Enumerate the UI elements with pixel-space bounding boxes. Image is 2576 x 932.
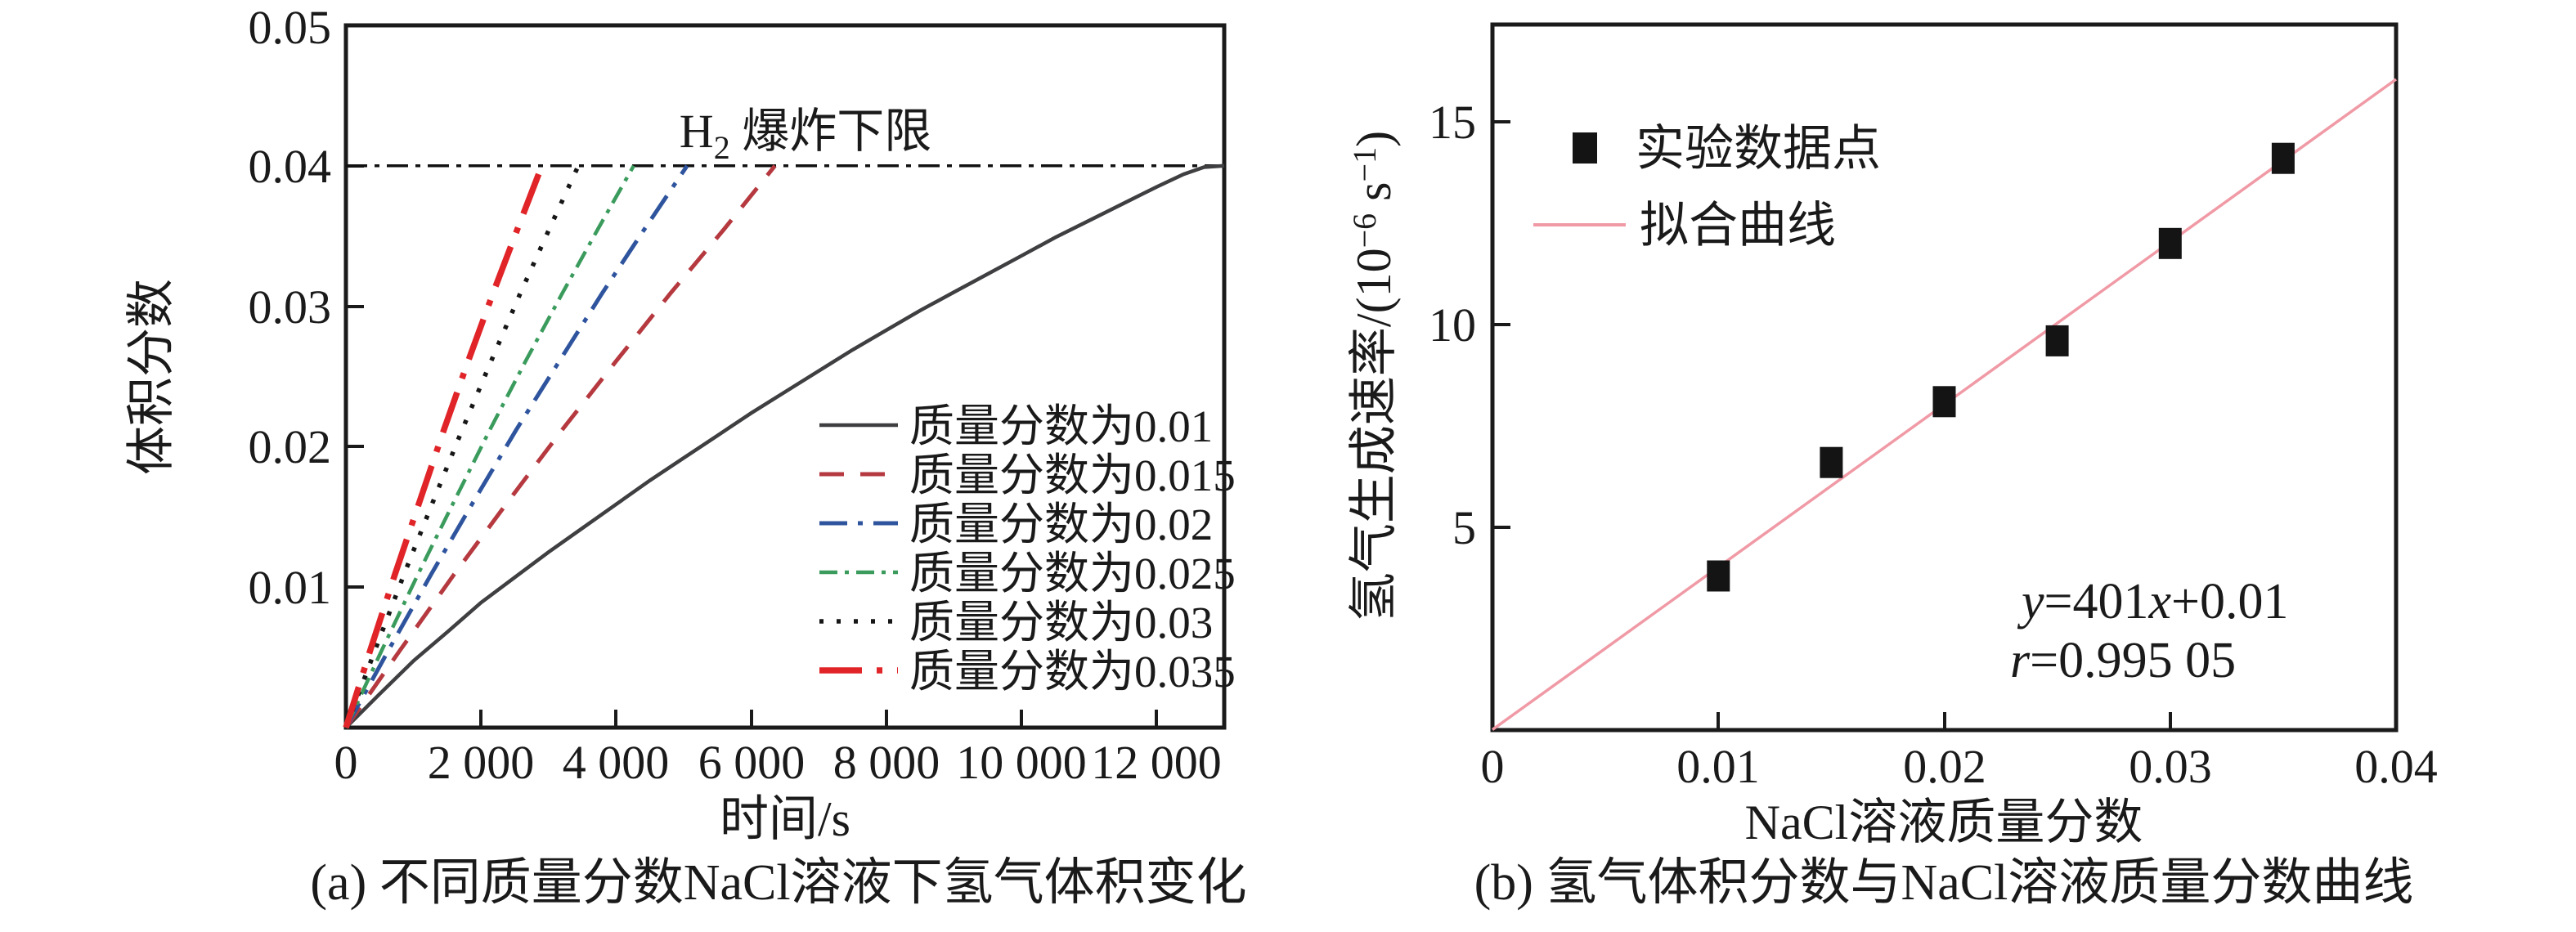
legend-label: 质量分数为0.03 xyxy=(909,598,1213,647)
panel-a-ylabel: 体积分数 xyxy=(124,279,178,475)
panel-b-caption: (b) 氢气体积分数与NaCl溶液质量分数曲线 xyxy=(1474,855,2414,911)
data-point-marker xyxy=(2045,325,2069,356)
legend-point-marker xyxy=(1573,132,1597,164)
data-point-marker xyxy=(2271,142,2295,174)
legend-label: 质量分数为0.035 xyxy=(909,647,1236,697)
fit-r-value: r=0.995 05 xyxy=(2010,633,2236,688)
legend-label: 拟合曲线 xyxy=(1640,199,1836,253)
tick-label: 0.04 xyxy=(2354,740,2438,793)
curve-质量分数为0.02 xyxy=(343,164,689,729)
panel-b: 0 0.01 0.02 0.03 0.04 5 10 15 NaCl溶液质量分数… xyxy=(1346,22,2438,911)
curve-质量分数为0.01 xyxy=(344,164,1225,729)
panel-b-y-tick-labels: 5 10 15 xyxy=(1429,96,1476,554)
panel-b-x-ticks xyxy=(1717,712,2172,730)
tick-label: 0.02 xyxy=(1903,740,1986,793)
panel-b-xlabel: NaCl溶液质量分数 xyxy=(1745,795,2143,849)
tick-label: 0.01 xyxy=(249,561,332,614)
panel-a-caption: (a) 不同质量分数NaCl溶液下氢气体积变化 xyxy=(310,855,1246,911)
tick-label: 12 000 xyxy=(1091,736,1222,789)
tick-label: 10 000 xyxy=(956,736,1087,789)
tick-label: 0.03 xyxy=(2129,740,2212,793)
curve-质量分数为0.025 xyxy=(343,164,635,728)
data-point-marker xyxy=(1932,386,1956,418)
panel-a-series xyxy=(343,164,1225,729)
tick-label: 4 000 xyxy=(563,736,670,789)
panel-a-legend: 质量分数为0.01 质量分数为0.015 质量分数为0.02 质量分数为0.02… xyxy=(819,401,1236,697)
tick-label: 0 xyxy=(334,736,358,789)
panel-b-ylabel: 氢气生成速率/(10−6 s−1) xyxy=(1346,131,1401,621)
tick-label: 2 000 xyxy=(428,736,535,789)
legend-label: 质量分数为0.01 xyxy=(909,401,1213,451)
panel-a-frame xyxy=(343,23,1227,730)
panel-a: 0 2 000 4 000 6 000 8 000 10 000 12 000 … xyxy=(124,1,1247,911)
panel-a-xlabel: 时间/s xyxy=(720,792,850,846)
curve-质量分数为0.03 xyxy=(343,164,581,728)
legend-label: 质量分数为0.025 xyxy=(909,549,1236,598)
panel-a-x-tick-labels: 0 2 000 4 000 6 000 8 000 10 000 12 000 xyxy=(334,736,1222,789)
data-point-marker xyxy=(1707,560,1730,592)
tick-label: 5 xyxy=(1452,501,1476,554)
tick-label: 8 000 xyxy=(833,736,940,789)
legend-label: 质量分数为0.015 xyxy=(909,450,1236,500)
legend-label: 质量分数为0.02 xyxy=(909,500,1213,549)
tick-label: 0 xyxy=(1481,740,1505,793)
tick-label: 15 xyxy=(1429,96,1476,149)
panel-a-x-ticks xyxy=(479,710,1158,728)
data-point-marker xyxy=(1820,446,1843,478)
tick-label: 0.05 xyxy=(249,1,332,54)
curve-质量分数为0.035 xyxy=(343,164,545,729)
panel-a-y-tick-labels: 0.01 0.02 0.03 0.04 0.05 xyxy=(249,1,332,614)
legend-label: 实验数据点 xyxy=(1636,122,1881,176)
panel-b-legend: 实验数据点 拟合曲线 xyxy=(1533,122,1881,253)
panel-b-plot xyxy=(1491,78,2398,731)
data-point-marker xyxy=(2158,227,2182,259)
tick-label: 0.03 xyxy=(249,280,332,334)
tick-label: 0.04 xyxy=(249,140,332,193)
tick-label: 0.02 xyxy=(249,420,332,473)
panel-b-x-tick-labels: 0 0.01 0.02 0.03 0.04 xyxy=(1481,740,2438,793)
h2-explosion-limit-label: H2 爆炸下限 xyxy=(680,105,931,166)
panel-b-y-ticks xyxy=(1492,120,1510,529)
tick-label: 10 xyxy=(1429,298,1476,352)
tick-label: 0.01 xyxy=(1676,740,1760,793)
tick-label: 6 000 xyxy=(698,736,806,789)
curve-质量分数为0.015 xyxy=(343,164,777,729)
fit-equation: y=401x+0.01 xyxy=(2017,574,2289,630)
panel-a-y-ticks xyxy=(346,164,364,589)
